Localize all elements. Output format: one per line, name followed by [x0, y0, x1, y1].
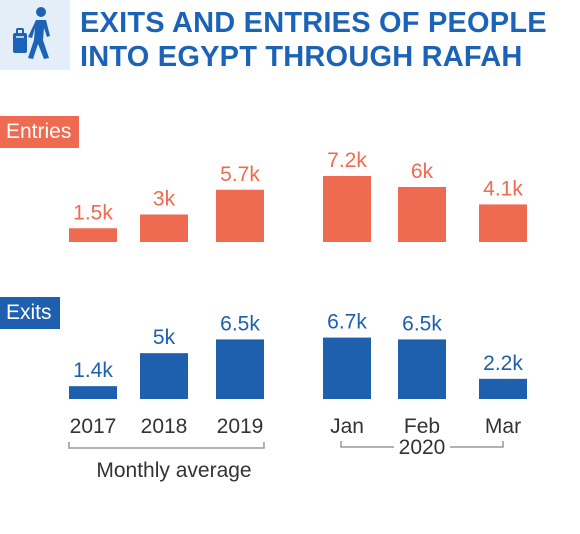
entries-bar	[216, 189, 264, 242]
exits-value-label: 6.7k	[327, 311, 367, 334]
entries-value-label: 1.5k	[73, 201, 113, 224]
x-tick-label: 2019	[217, 415, 264, 438]
group-bracket-2020-right	[450, 441, 504, 448]
exits-bar	[216, 339, 264, 399]
entries-value-label: 5.7k	[220, 163, 260, 186]
traveler-with-luggage-icon	[13, 7, 50, 59]
x-tick-label: 2017	[70, 415, 117, 438]
exits-bar	[323, 337, 371, 399]
entries-bar	[398, 187, 446, 242]
exits-bar	[140, 353, 188, 399]
entries-bar	[140, 214, 188, 242]
icon-box	[0, 0, 70, 70]
exits-bar	[479, 378, 527, 399]
entries-value-label: 3k	[153, 188, 176, 211]
exits-value-label: 1.4k	[73, 359, 113, 382]
entries-value-label: 4.1k	[483, 177, 523, 200]
chart-title: EXITS AND ENTRIES OF PEOPLE INTO EGYPT T…	[80, 6, 570, 74]
title-line-1: EXITS AND ENTRIES OF PEOPLE	[80, 7, 547, 39]
exits-bar	[69, 386, 117, 399]
entries-bar	[69, 228, 117, 242]
entries-bar	[323, 176, 371, 242]
group-bracket-monthly-average	[68, 442, 265, 449]
exits-bar	[398, 339, 446, 399]
x-tick-label: Mar	[485, 415, 521, 438]
exits-series-label: Exits	[0, 297, 60, 329]
x-tick-label: 2018	[141, 415, 188, 438]
group-label-monthly-average: Monthly average	[96, 459, 251, 482]
entries-bar	[479, 204, 527, 242]
exits-value-label: 6.5k	[402, 312, 442, 335]
entries-series-label: Entries	[0, 116, 80, 148]
exits-value-label: 2.2k	[483, 352, 523, 375]
exits-value-label: 5k	[153, 326, 176, 349]
entries-value-label: 6k	[411, 160, 434, 183]
group-bracket-2020-left	[340, 441, 394, 448]
x-tick-label: Feb	[404, 415, 440, 438]
entries-value-label: 7.2k	[327, 149, 367, 172]
group-label-2020: 2020	[399, 436, 446, 459]
exits-value-label: 6.5k	[220, 312, 260, 335]
title-line-2: INTO EGYPT THROUGH RAFAH	[80, 41, 523, 73]
x-tick-label: Jan	[330, 415, 364, 438]
